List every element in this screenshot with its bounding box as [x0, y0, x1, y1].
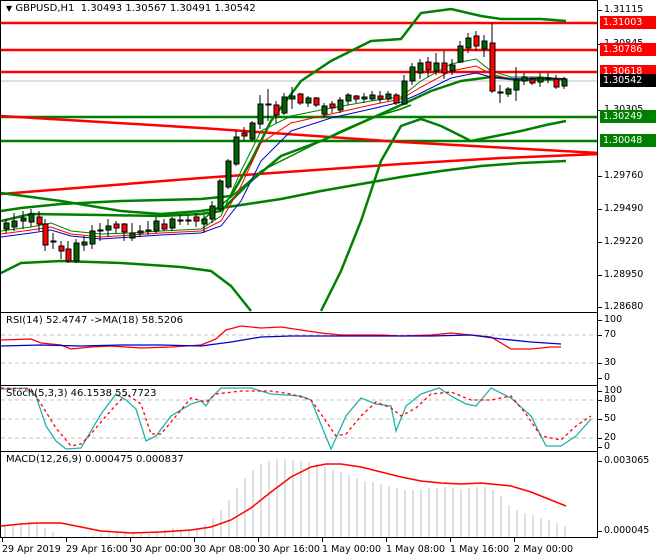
current-price-tag: 1.30542	[600, 74, 656, 87]
macd-tick: 0.000045	[597, 525, 650, 536]
x-tick	[322, 537, 323, 542]
x-label: 1 May 00:00	[322, 544, 382, 555]
x-tick	[386, 537, 387, 542]
x-tick	[258, 537, 259, 542]
price-chart-pane[interactable]: ▼ GBPUSD,H1 1.30493 1.30567 1.30491 1.30…	[0, 0, 598, 313]
stoch-tick: 80	[597, 394, 617, 405]
rsi-tick: 0	[597, 372, 611, 383]
stoch-tick: 50	[597, 413, 617, 424]
price-axis[interactable]: 1.31115 1.30845 1.30305 1.29760 1.29490 …	[597, 0, 660, 313]
macd-tick: 0.003065	[597, 455, 650, 466]
rsi-tick: 70	[597, 329, 617, 340]
ohlc-values: 1.30493 1.30567 1.30491 1.30542	[80, 3, 256, 14]
x-tick	[66, 537, 67, 542]
price-tick: 1.30305	[597, 104, 643, 115]
rsi-canvas	[1, 325, 597, 364]
x-label: 1 May 08:00	[386, 544, 446, 555]
x-label: 2 May 00:00	[514, 544, 574, 555]
price-tick: 1.28950	[597, 269, 644, 280]
triangle-down-icon[interactable]: ▼	[6, 4, 13, 13]
price-chart-canvas	[1, 7, 597, 312]
stoch-axis: 100 80 50 20 0	[597, 385, 660, 452]
symbol-label: GBPUSD,H1	[15, 3, 75, 14]
x-tick	[514, 537, 515, 542]
price-tick: 1.29490	[597, 203, 644, 214]
rsi-tick: 30	[597, 357, 617, 368]
x-tick	[130, 537, 131, 542]
rsi-axis: 100 70 30 0	[597, 312, 660, 386]
rsi-tick: 100	[597, 314, 623, 325]
macd-title: MACD(12,26,9) 0.000475 0.000837	[6, 454, 184, 465]
x-label: 29 Apr 2019	[2, 544, 61, 555]
stochastic-pane[interactable]: Stoch(5,3,3) 46.1538 55.7723	[0, 385, 598, 452]
x-tick	[450, 537, 451, 542]
price-tick: 1.29220	[597, 236, 644, 247]
price-tick: 1.31115	[597, 4, 644, 15]
support-tag: 1.30048	[600, 134, 656, 147]
x-label: 30 Apr 08:00	[194, 544, 256, 555]
x-label: 29 Apr 16:00	[66, 544, 128, 555]
stoch-title: Stoch(5,3,3) 46.1538 55.7723	[6, 388, 157, 399]
x-tick	[2, 537, 3, 542]
chart-title: ▼ GBPUSD,H1 1.30493 1.30567 1.30491 1.30…	[6, 3, 256, 14]
resistance-tag: 1.31003	[600, 16, 656, 29]
rsi-pane[interactable]: RSI(14) 52.4747 ->MA(18) 58.5206	[0, 312, 598, 386]
stoch-tick: 20	[597, 432, 617, 443]
macd-pane[interactable]: MACD(12,26,9) 0.000475 0.000837	[0, 451, 598, 538]
macd-canvas	[1, 459, 567, 537]
stoch-tick: 0	[597, 441, 611, 452]
rsi-title: RSI(14) 52.4747 ->MA(18) 58.5206	[6, 315, 183, 326]
x-label: 30 Apr 16:00	[258, 544, 320, 555]
macd-axis: 0.003065 0.000045	[597, 451, 660, 538]
stoch-canvas	[1, 387, 597, 451]
price-tick: 1.29760	[597, 170, 644, 181]
resistance-tag: 1.30786	[600, 43, 656, 56]
x-label: 30 Apr 00:00	[130, 544, 192, 555]
support-tag: 1.30249	[600, 110, 656, 123]
x-tick	[194, 537, 195, 542]
price-tick: 1.28680	[597, 301, 644, 312]
stoch-tick: 100	[597, 385, 623, 396]
x-label: 1 May 16:00	[450, 544, 510, 555]
